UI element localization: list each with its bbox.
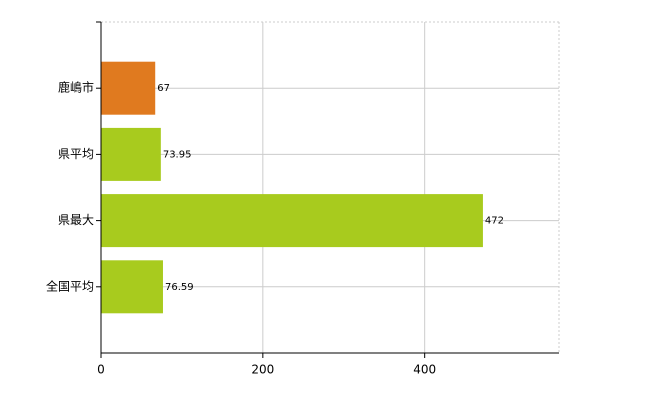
x-tick-label: 400: [413, 363, 436, 377]
y-tick-label: 県平均: [58, 147, 94, 161]
bar: [101, 127, 161, 181]
value-label: 76.59: [165, 282, 194, 293]
y-tick-label: 鹿嶋市: [58, 80, 94, 95]
value-label: 73.95: [163, 149, 192, 160]
value-label: 67: [157, 83, 170, 94]
bar: [101, 194, 483, 248]
x-tick-label: 0: [97, 363, 105, 377]
y-tick-label: 県最大: [58, 213, 94, 227]
value-label: 472: [485, 216, 504, 227]
x-tick-label: 200: [251, 363, 274, 377]
bar: [101, 61, 156, 115]
y-tick-label: 全国平均: [46, 278, 94, 293]
bar: [101, 260, 163, 314]
